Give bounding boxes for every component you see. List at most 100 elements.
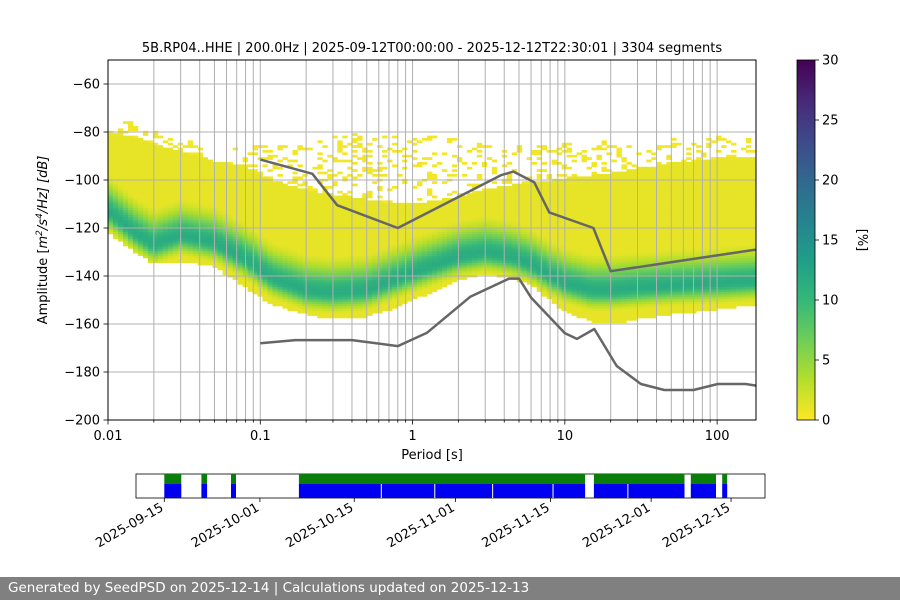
heat-cell (347, 202, 353, 206)
heat-cell (292, 301, 298, 304)
heat-cell (162, 202, 169, 206)
heat-cell (591, 250, 597, 254)
heat-cell (392, 267, 398, 271)
heat-cell (117, 162, 124, 165)
heat-cell (322, 253, 328, 256)
heat-cell (337, 229, 343, 232)
heat-cell (586, 291, 592, 295)
heat-cell (466, 241, 473, 244)
heat-cell (167, 174, 174, 177)
heat-cell (586, 301, 592, 304)
heat-cell (362, 306, 368, 309)
heat-cell (187, 219, 194, 223)
heat-cell (581, 205, 587, 208)
heat-cell (581, 243, 587, 247)
heat-cell (556, 219, 562, 223)
heat-cell (491, 231, 498, 235)
heat-cell (556, 286, 562, 290)
heat-cell (142, 166, 149, 170)
heat-cell (571, 212, 577, 216)
heat-cell (461, 198, 468, 201)
heat-cell (342, 234, 348, 237)
heat-cell (481, 231, 488, 235)
heat-cell (352, 282, 358, 285)
heat-cell (197, 164, 204, 168)
heat-cell (571, 207, 577, 211)
heat-cell (162, 190, 169, 194)
heat-cell (461, 260, 468, 264)
heat-cell (182, 248, 189, 252)
heat-cell (456, 250, 463, 254)
heat-cell (432, 210, 438, 213)
heat-cell (267, 154, 273, 158)
heat-cell (137, 248, 144, 252)
heat-cell (382, 253, 388, 256)
heat-cell (197, 207, 204, 211)
heat-cell (382, 296, 388, 300)
heat-cell (117, 171, 124, 175)
heat-cell (541, 277, 548, 280)
heat-cell (496, 198, 503, 201)
heat-cell (436, 279, 443, 283)
heat-cell (147, 181, 154, 184)
heat-cell (451, 250, 458, 254)
heat-cell (581, 157, 587, 160)
heat-cell (262, 186, 268, 189)
heat-cell (432, 282, 438, 285)
heat-cell (377, 207, 383, 211)
heat-cell (202, 183, 209, 187)
heat-cell (596, 222, 602, 225)
heat-cell (511, 152, 518, 156)
heat-cell (217, 219, 224, 223)
heat-cell (162, 198, 169, 201)
heat-cell (362, 267, 368, 271)
heat-cell (551, 219, 558, 223)
heat-cell (277, 246, 283, 249)
heat-cell (461, 236, 468, 240)
heat-cell (476, 229, 483, 232)
heat-cell (262, 231, 268, 235)
heat-cell (122, 236, 129, 240)
heat-cell (342, 291, 348, 295)
heat-cell (586, 270, 592, 273)
heat-cell (172, 205, 179, 208)
heat-cell (591, 222, 597, 225)
heat-cell (247, 200, 253, 204)
heat-cell (352, 243, 358, 247)
heat-cell (187, 214, 194, 218)
heat-cell (332, 207, 338, 211)
heat-cell (237, 241, 243, 244)
heat-cell (147, 231, 154, 235)
heat-cell (327, 270, 333, 273)
heat-cell (262, 224, 268, 228)
heat-cell (162, 147, 169, 151)
heat-cell (541, 234, 548, 237)
heat-cell (362, 248, 368, 252)
heat-cell (601, 298, 607, 302)
heat-cell (576, 214, 582, 218)
heat-cell (132, 224, 139, 228)
heat-cell (212, 262, 219, 266)
heat-cell (217, 193, 224, 196)
heat-cell (187, 222, 194, 225)
heat-cell (412, 207, 418, 211)
heat-cell (601, 286, 607, 290)
heat-cell (327, 296, 333, 300)
heat-cell (282, 186, 288, 189)
heat-cell (536, 214, 543, 218)
heat-cell (392, 260, 398, 264)
heat-cell (117, 128, 124, 132)
heat-cell (362, 270, 368, 273)
heat-cell (252, 147, 258, 151)
heat-cell (556, 267, 562, 271)
heat-cell (417, 202, 423, 206)
heat-cell (272, 255, 278, 259)
heat-cell (147, 224, 154, 228)
heat-cell (481, 193, 488, 196)
heat-cell (347, 310, 353, 314)
heat-cell (441, 241, 448, 244)
heat-cell (132, 193, 139, 196)
heat-cell (152, 193, 159, 196)
heat-cell (267, 277, 273, 280)
heat-cell (292, 255, 298, 259)
